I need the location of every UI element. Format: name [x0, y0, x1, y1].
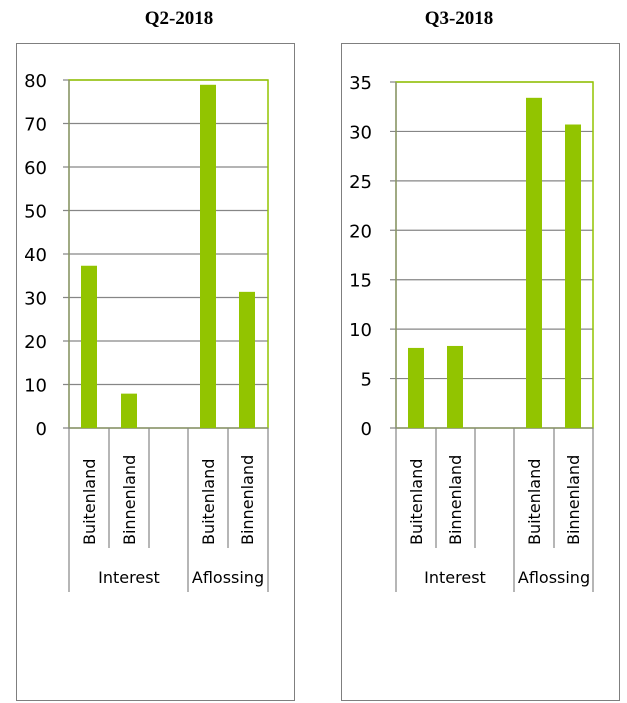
left-bar [200, 84, 216, 428]
left-category-label: Binnenland [238, 455, 257, 545]
right-category-label: Buitenland [525, 459, 544, 545]
left-y-tick-label: 70 [24, 115, 47, 136]
right-y-tick-label: 35 [349, 73, 372, 94]
right-plot-border [395, 81, 594, 429]
chart-title-right: Q3-2018 [424, 8, 494, 29]
right-group-label: Aflossing [518, 568, 590, 587]
right-y-tick-label: 10 [349, 320, 372, 341]
right-group-label: Interest [424, 568, 486, 587]
left-bar [81, 265, 97, 428]
left-y-tick-label: 20 [24, 332, 47, 353]
left-category-label: Buitenland [199, 459, 218, 545]
right-bar [447, 345, 463, 428]
left-y-tick-label: 30 [24, 289, 47, 310]
right-y-tick-label: 25 [349, 172, 372, 193]
right-bar [526, 97, 542, 429]
right-category-label: Binnenland [564, 455, 583, 545]
left-y-tick-label: 50 [24, 202, 47, 223]
left-y-tick-label: 80 [24, 71, 47, 92]
left-group-label: Interest [98, 568, 160, 587]
right-y-tick-label: 15 [349, 271, 372, 292]
right-y-tick-label: 30 [349, 122, 372, 143]
left-y-tick-label: 40 [24, 245, 47, 266]
right-y-tick-label: 5 [361, 370, 372, 391]
right-category-label: Binnenland [446, 455, 465, 545]
chart-title-left: Q2-2018 [144, 8, 214, 29]
right-y-tick-label: 0 [361, 419, 372, 440]
left-y-tick-label: 0 [36, 419, 47, 440]
left-category-label: Binnenland [120, 455, 139, 545]
left-bar [121, 393, 137, 428]
left-group-label: Aflossing [192, 568, 264, 587]
left-y-tick-label: 60 [24, 158, 47, 179]
left-category-label: Buitenland [80, 459, 99, 545]
right-category-label: Buitenland [407, 459, 426, 545]
right-bar [565, 124, 581, 428]
left-y-tick-label: 10 [24, 376, 47, 397]
right-bar [408, 347, 424, 428]
left-bar [239, 291, 255, 428]
right-y-tick-label: 20 [349, 221, 372, 242]
